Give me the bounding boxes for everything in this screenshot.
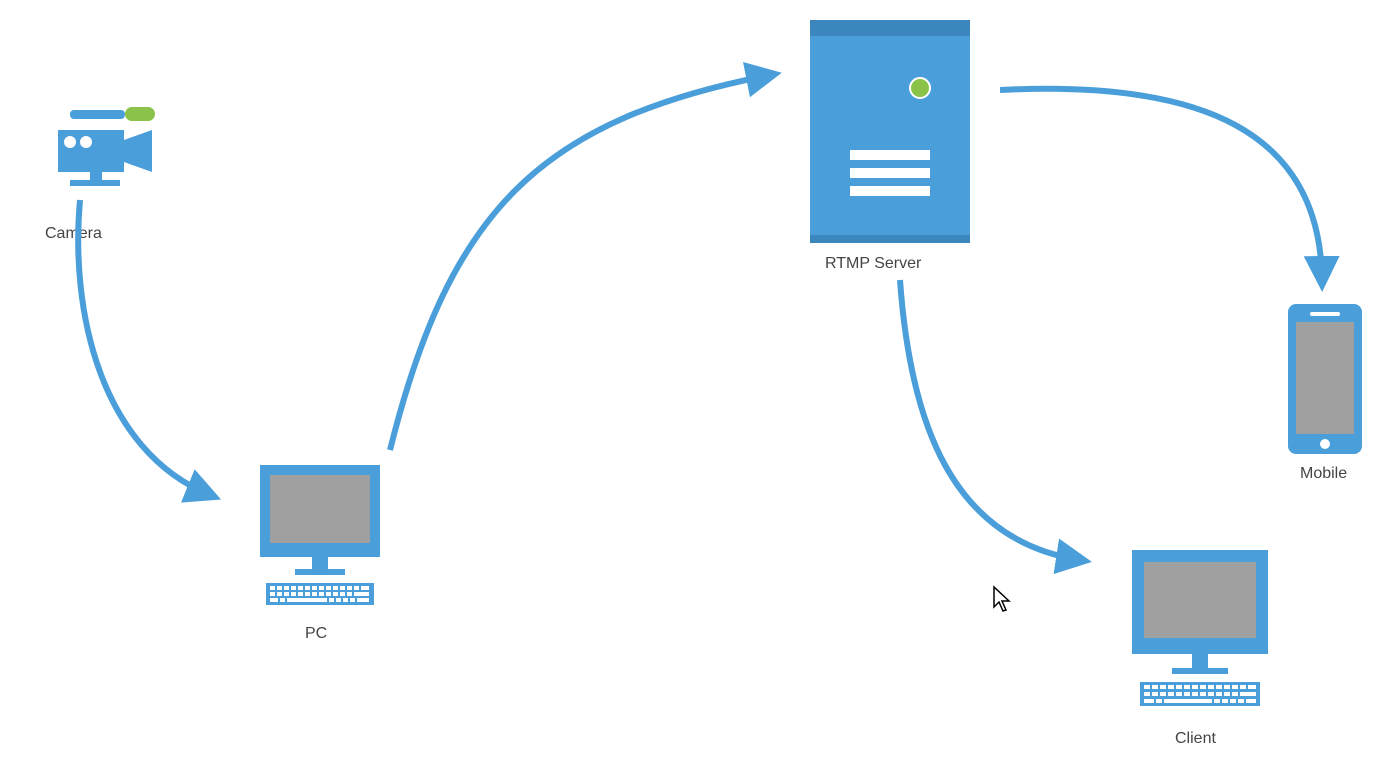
camera-icon (30, 100, 180, 200)
mouse-cursor-icon (992, 585, 1014, 619)
server-icon (790, 10, 990, 250)
edge-server-client (900, 280, 1080, 560)
pc-label: PC (305, 625, 327, 643)
server-node (790, 10, 990, 255)
mobile-icon (1280, 300, 1370, 460)
edge-pc-server (390, 75, 770, 450)
edge-server-mobile (1000, 89, 1322, 280)
client-label: Client (1175, 730, 1216, 748)
server-label: RTMP Server (825, 255, 921, 273)
edge-camera-pc (78, 200, 210, 495)
pc-icon (240, 455, 400, 615)
camera-node (30, 100, 180, 205)
client-pc-icon (1110, 540, 1290, 720)
client-node (1110, 540, 1290, 725)
mobile-label: Mobile (1300, 465, 1347, 483)
diagram-canvas: Camera PC (0, 0, 1398, 782)
camera-label: Camera (45, 225, 102, 243)
mobile-node (1280, 300, 1370, 465)
pc-node (240, 455, 400, 620)
